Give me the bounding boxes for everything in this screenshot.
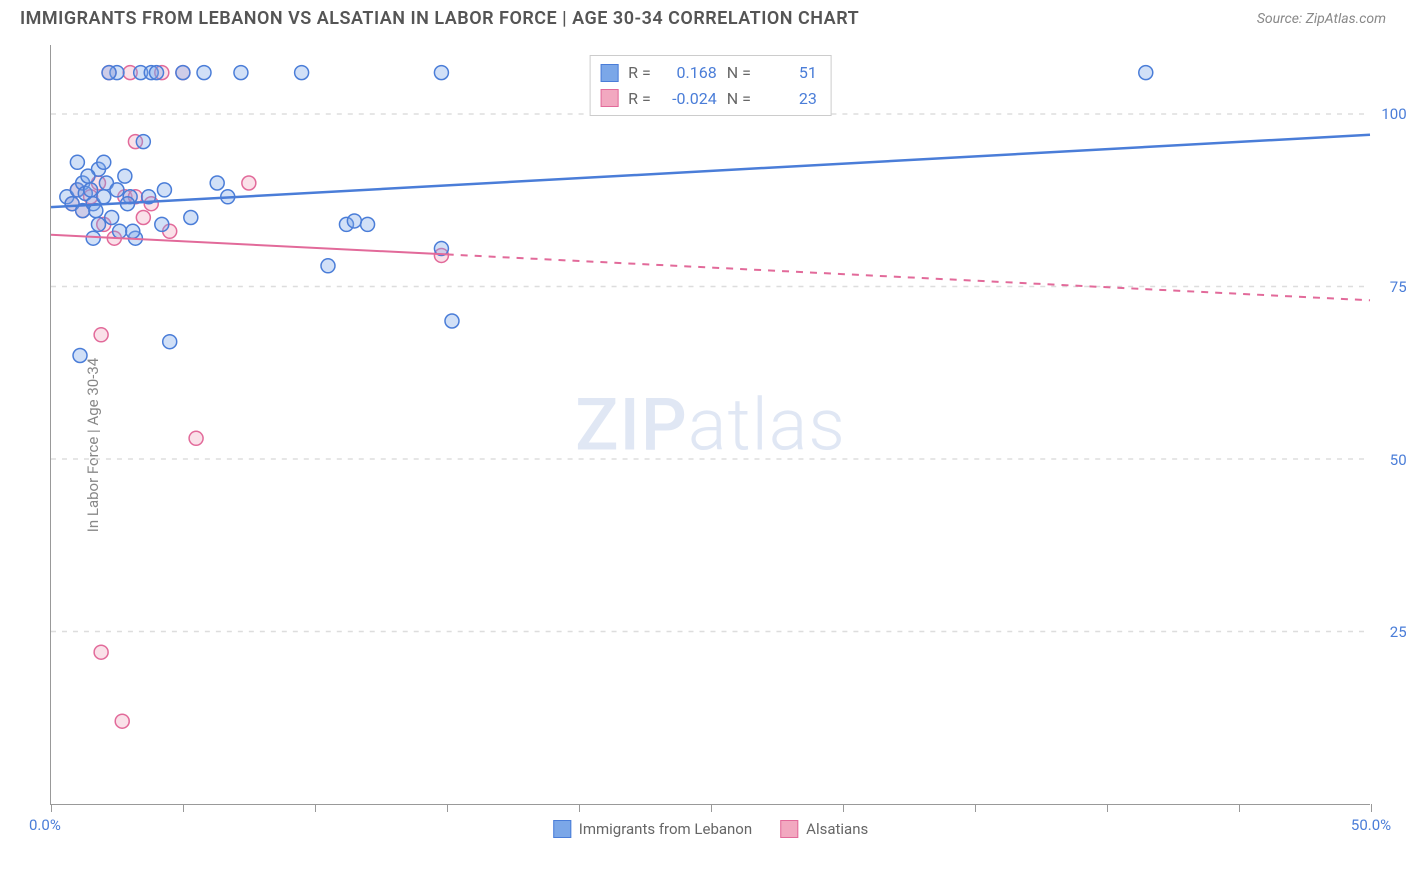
y-tick-label: 75.0% [1390, 278, 1406, 296]
legend-label-alsatians: Alsatians [806, 820, 868, 838]
y-tick-label: 100.0% [1381, 105, 1406, 123]
x-tick-label: 0.0% [29, 816, 61, 834]
source-attribution: Source: ZipAtlas.com [1257, 11, 1386, 27]
legend-label-lebanon: Immigrants from Lebanon [579, 820, 752, 838]
correlation-chart: In Labor Force | Age 30-34 ZIPatlas 25.0… [0, 35, 1406, 855]
swatch-alsatians [600, 89, 618, 107]
page-title: IMMIGRANTS FROM LEBANON VS ALSATIAN IN L… [20, 8, 859, 29]
n-label: N = [727, 60, 751, 86]
swatch-lebanon [600, 64, 618, 82]
n-label: N = [727, 86, 751, 112]
r-value-lebanon: 0.168 [661, 60, 717, 86]
legend-item-alsatians: Alsatians [780, 820, 868, 838]
r-legend-box: R = 0.168 N = 51 R = -0.024 N = 23 [589, 55, 832, 116]
legend-item-lebanon: Immigrants from Lebanon [553, 820, 752, 838]
title-bar: IMMIGRANTS FROM LEBANON VS ALSATIAN IN L… [0, 0, 1406, 35]
r-value-alsatians: -0.024 [661, 86, 717, 112]
n-value-alsatians: 23 [761, 86, 817, 112]
r-legend-row-a: R = 0.168 N = 51 [600, 60, 817, 86]
swatch-lebanon [553, 820, 571, 838]
series-legend: Immigrants from Lebanon Alsatians [553, 820, 868, 838]
r-legend-row-b: R = -0.024 N = 23 [600, 86, 817, 112]
y-tick-label: 50.0% [1390, 451, 1406, 469]
plot-svg [51, 45, 1370, 804]
n-value-lebanon: 51 [761, 60, 817, 86]
plot-area: ZIPatlas 25.0%50.0%75.0%100.0% 0.0%50.0%… [50, 45, 1370, 805]
y-tick-label: 25.0% [1390, 623, 1406, 641]
r-label: R = [628, 60, 651, 86]
x-tick-label: 50.0% [1351, 816, 1391, 834]
r-label: R = [628, 86, 651, 112]
swatch-alsatians [780, 820, 798, 838]
